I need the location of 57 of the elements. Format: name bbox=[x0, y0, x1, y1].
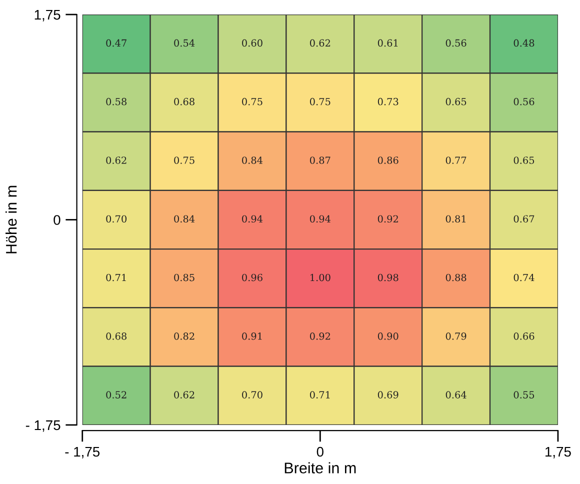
x-tick-label: 0 bbox=[316, 446, 324, 457]
data-label: 0.90 bbox=[378, 332, 398, 340]
data-label: 1.00 bbox=[310, 274, 330, 282]
data-label: 0.64 bbox=[446, 391, 466, 398]
data-label: 0.86 bbox=[378, 156, 398, 164]
data-label: 0.82 bbox=[174, 332, 194, 340]
data-label: 0.70 bbox=[106, 215, 127, 223]
data-label: 0.54 bbox=[174, 39, 195, 47]
data-label: 0.48 bbox=[514, 39, 534, 47]
data-label: 0.73 bbox=[378, 98, 398, 106]
data-label: 0.92 bbox=[310, 332, 330, 340]
data-label: 0.71 bbox=[106, 274, 126, 282]
data-label: 0.81 bbox=[446, 215, 466, 223]
data-label: 0.79 bbox=[446, 332, 466, 340]
data-label: 0.62 bbox=[310, 39, 330, 47]
data-label: 0.75 bbox=[242, 98, 262, 106]
data-label: 0.94 bbox=[242, 215, 263, 223]
y-axis-title: Höhe in m bbox=[6, 186, 17, 254]
data-label: 0.70 bbox=[242, 391, 262, 398]
data-label: 0.98 bbox=[378, 274, 398, 282]
data-label: 0.55 bbox=[514, 391, 534, 398]
y-tick-label: 1,75 bbox=[34, 10, 60, 22]
y-tick-label: - 1,75 bbox=[26, 420, 60, 432]
data-label: 0.68 bbox=[106, 332, 126, 340]
data-label: 0.60 bbox=[242, 39, 262, 47]
y-tick-label: 0 bbox=[54, 215, 60, 225]
data-label: 0.75 bbox=[310, 98, 330, 106]
data-label: 0.68 bbox=[174, 98, 194, 106]
data-label: 0.67 bbox=[514, 215, 534, 223]
x-tick-label: - 1,75 bbox=[65, 446, 100, 458]
data-label: 0.87 bbox=[310, 156, 330, 164]
x-tick-label: 1,75 bbox=[546, 446, 571, 458]
data-label: 0.96 bbox=[242, 274, 262, 282]
data-label: 0.75 bbox=[174, 156, 194, 164]
data-label: 0.62 bbox=[174, 391, 194, 398]
data-label: 0.94 bbox=[310, 215, 330, 223]
data-label: 0.84 bbox=[174, 215, 195, 223]
data-label: 0.58 bbox=[106, 98, 126, 106]
data-label: 0.71 bbox=[310, 391, 330, 398]
data-label: 0.52 bbox=[106, 391, 126, 398]
x-axis-title: Breite in m bbox=[284, 462, 356, 474]
data-label: 0.74 bbox=[514, 274, 534, 282]
data-label: 0.65 bbox=[514, 156, 534, 164]
data-label: 0.56 bbox=[514, 98, 534, 106]
data-label: 0.84 bbox=[242, 156, 263, 164]
data-label: 0.56 bbox=[446, 39, 466, 47]
data-label: 0.69 bbox=[378, 391, 398, 398]
data-label: 0.85 bbox=[174, 274, 194, 282]
data-label: 0.61 bbox=[378, 39, 398, 47]
data-label: 0.77 bbox=[446, 156, 466, 164]
data-label: 0.92 bbox=[378, 215, 398, 223]
data-label: 0.47 bbox=[106, 39, 126, 47]
data-label: 0.88 bbox=[446, 274, 466, 282]
data-label: 0.66 bbox=[514, 332, 534, 340]
data-label: 0.62 bbox=[106, 156, 126, 164]
data-label: 0.91 bbox=[242, 332, 262, 340]
data-label: 0.65 bbox=[446, 98, 466, 106]
